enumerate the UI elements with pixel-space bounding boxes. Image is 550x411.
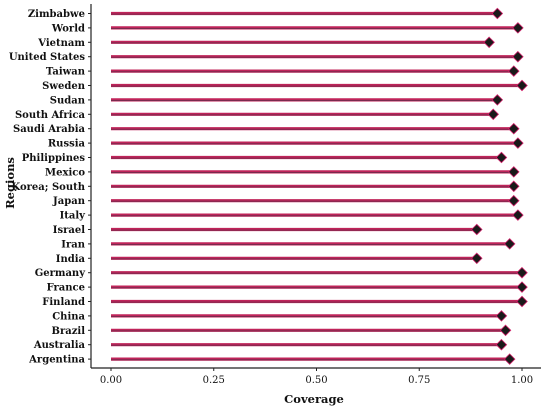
lollipop-marker — [495, 338, 508, 351]
lollipop-marker — [471, 223, 483, 236]
y-axis-ticks: Zimbabwe World Vietnam United States Taiwan S… — [9, 9, 91, 366]
x-axis-ticks: 0.00 0.25 0.50 0.75 1.00 — [100, 368, 533, 386]
lollipop-marker — [503, 353, 516, 365]
lollipop-marker — [516, 79, 528, 92]
y-tick-label: India — [56, 254, 86, 265]
y-tick-label: World — [51, 23, 85, 34]
lollipop-marker — [487, 108, 499, 121]
lollipop-marker — [508, 180, 520, 193]
lollipop-marker — [495, 310, 508, 322]
lollipop-marker — [512, 137, 524, 149]
y-tick-label: Germany — [35, 268, 87, 279]
lollipop-marker — [516, 281, 528, 293]
lollipop-marker — [499, 324, 512, 337]
x-tick-label: 0.25 — [203, 375, 225, 386]
lollipop-marker — [508, 65, 520, 77]
y-tick-label: Sudan — [50, 95, 86, 106]
y-tick-label: Philippines — [22, 153, 86, 164]
y-tick-label: Finland — [42, 297, 85, 308]
lollipop-marker — [516, 295, 528, 308]
y-tick-label: Italy — [60, 211, 87, 222]
y-tick-label: United States — [9, 52, 86, 63]
lollipop-marker — [491, 94, 504, 106]
x-axis-title: Coverage — [284, 392, 344, 406]
y-tick-label: Sweden — [42, 81, 86, 92]
y-tick-label: Iran — [61, 239, 85, 250]
lollipop-marker — [508, 166, 520, 178]
lollipop-marker — [508, 122, 520, 135]
y-tick-label: Korea; South — [12, 182, 86, 193]
y-tick-label: Taiwan — [46, 67, 86, 78]
y-tick-label: France — [47, 283, 85, 294]
x-tick-label: 0.00 — [100, 375, 122, 386]
lollipop-marker — [516, 266, 528, 279]
y-tick-label: Vietnam — [37, 38, 85, 49]
lollipop-marker — [512, 209, 524, 221]
x-tick-label: 0.75 — [408, 375, 430, 386]
lollipop-marker — [512, 50, 524, 63]
y-tick-label: Russia — [48, 139, 86, 150]
x-tick-label: 1.00 — [511, 375, 533, 386]
y-tick-label: South Africa — [15, 110, 86, 121]
y-tick-label: Japan — [52, 196, 86, 207]
y-tick-label: Australia — [33, 340, 86, 351]
lollipop-marker — [471, 252, 483, 265]
y-tick-label: Argentina — [28, 355, 85, 366]
y-tick-label: Israel — [53, 225, 85, 236]
lollipop-stems — [111, 11, 522, 361]
lollipop-marker — [512, 22, 524, 34]
lollipop-marker — [508, 194, 520, 207]
x-tick-label: 0.50 — [305, 375, 327, 386]
y-axis-title: Regions — [3, 157, 17, 209]
y-tick-label: China — [52, 311, 85, 322]
lollipop-marker — [491, 7, 504, 20]
y-tick-label: Zimbabwe — [28, 9, 85, 20]
lollipop-marker — [503, 238, 516, 250]
y-tick-label: Saudi Arabia — [13, 124, 86, 135]
lollipop-marker — [483, 36, 495, 49]
y-tick-label: Mexico — [45, 167, 85, 178]
lollipop-markers — [471, 7, 528, 365]
lollipop-marker — [495, 151, 508, 164]
y-tick-label: Brazil — [52, 326, 86, 337]
